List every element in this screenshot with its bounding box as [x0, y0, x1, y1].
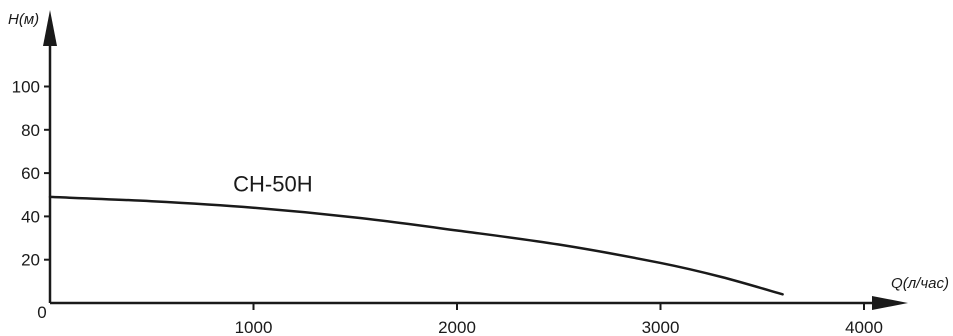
x-tick-label: 2000	[438, 318, 476, 336]
y-ticks: 20 40 60 80 100	[12, 78, 50, 270]
x-tick-label: 1000	[235, 318, 273, 336]
series-group: CH-50H	[48, 172, 784, 296]
y-tick-label: 60	[21, 164, 40, 183]
series-label: CH-50H	[233, 172, 312, 197]
y-tick-label: 20	[21, 251, 40, 270]
series-line	[48, 195, 784, 296]
y-tick-label: 100	[12, 78, 40, 97]
y-axis-arrow	[43, 10, 57, 46]
x-axis-title: Q(л/час)	[891, 275, 949, 292]
y-tick-label: 40	[21, 207, 40, 226]
y-tick-label: 80	[21, 121, 40, 140]
x-tick-label: 3000	[642, 318, 680, 336]
x-ticks: 1000 2000 3000 4000	[235, 303, 883, 336]
origin-label: 0	[37, 303, 46, 322]
x-tick-label: 4000	[845, 318, 883, 336]
y-axis-title: H(м)	[8, 11, 39, 28]
x-axis-arrow	[872, 296, 908, 310]
